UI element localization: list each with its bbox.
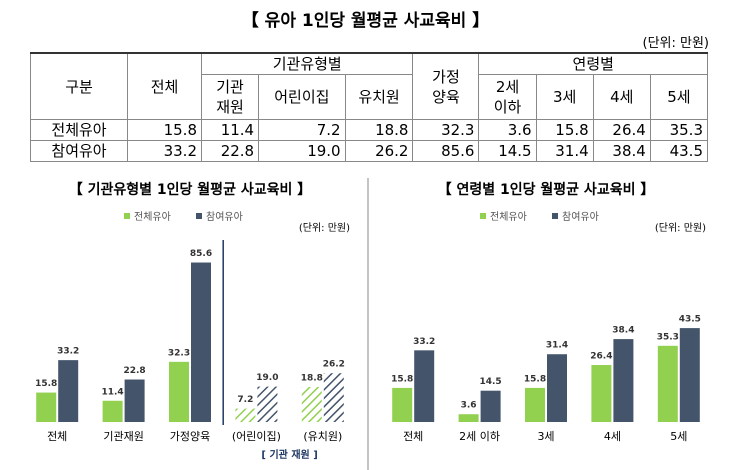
- value-label: 43.5: [679, 315, 701, 325]
- bar: [458, 414, 479, 422]
- table-row: 전체유아 15.8 11.4 7.2 18.8 32.3 3.6 15.8 26.4 35.3: [30, 119, 709, 141]
- table-value: 35.3: [649, 119, 709, 141]
- bar: [36, 392, 57, 422]
- value-label: 38.4: [612, 326, 634, 336]
- table-value: 33.2: [127, 140, 202, 162]
- value-label: 85.6: [190, 249, 212, 259]
- bar: [679, 328, 700, 422]
- bar: [124, 379, 145, 422]
- legend-label: 전체유아: [490, 211, 527, 223]
- header-cell: 가정 양육: [412, 52, 480, 120]
- value-label: 11.4: [101, 387, 123, 397]
- value-label: 14.5: [479, 377, 501, 387]
- value-label: 19.0: [256, 373, 278, 383]
- page-title: 【 유아 1인당 월평균 사교육비 】: [241, 11, 490, 31]
- x-tick-label: 2세 이하: [459, 429, 500, 443]
- unit-label: (단위: 만원): [655, 221, 706, 234]
- bar: [257, 386, 278, 422]
- table-value: 38.4: [592, 140, 651, 162]
- legend-swatch: [552, 213, 558, 219]
- bar: [102, 400, 123, 422]
- header-cell: 2세 이하: [478, 74, 537, 120]
- bar: [591, 365, 612, 422]
- value-label: 15.8: [391, 374, 413, 384]
- unit-label: (단위: 만원): [299, 221, 350, 234]
- value-label: 32.3: [168, 348, 190, 358]
- value-label: 33.2: [413, 337, 435, 347]
- header-cell: 기관 재원: [200, 74, 260, 120]
- bar: [323, 373, 344, 422]
- value-label: 31.4: [546, 341, 568, 351]
- bar: [613, 339, 634, 422]
- value-label: 35.3: [657, 332, 679, 342]
- table-value: 18.8: [344, 119, 414, 141]
- x-tick-label: 기관재원: [103, 430, 143, 443]
- bar: [525, 387, 545, 422]
- table-value: 43.5: [649, 140, 709, 162]
- bar: [169, 361, 189, 422]
- bar: [657, 345, 678, 422]
- table-value: 85.6: [412, 140, 480, 162]
- table-value: 22.8: [200, 140, 260, 162]
- row-header: 참여유아: [30, 140, 128, 162]
- legend-swatch: [480, 213, 486, 219]
- chart-title: 【 기관유형별 1인당 월평균 사교육비 】: [69, 181, 311, 198]
- x-tick-label: 3세: [537, 430, 554, 443]
- table-value: 19.0: [258, 140, 346, 162]
- table-value: 31.4: [535, 140, 594, 162]
- value-label: 3.6: [461, 401, 477, 411]
- legend-label: 참여유아: [562, 211, 599, 223]
- value-label: 33.2: [57, 347, 79, 357]
- legend-label: 참여유아: [206, 211, 243, 223]
- x-tick-label: (유치원): [303, 430, 342, 443]
- bar: [191, 262, 211, 422]
- x-tick-label: 5세: [670, 430, 687, 443]
- chart-title: 【 연령별 1인당 월평균 사교육비 】: [438, 181, 655, 198]
- value-label: 15.8: [35, 379, 57, 389]
- legend-label: 전체유아: [134, 211, 171, 223]
- table-value: 7.2: [258, 119, 346, 141]
- header-cell: 4세: [592, 74, 651, 120]
- x-tick-label: 4세: [604, 430, 621, 443]
- table-value: 32.3: [412, 119, 480, 141]
- value-label: 26.4: [590, 352, 612, 362]
- x-tick-label: 전체: [403, 430, 423, 443]
- table-row: 구분 전체 기관유형별 가정 양육 연령별: [30, 52, 708, 120]
- bar: [301, 386, 322, 422]
- bar: [547, 354, 567, 422]
- annotation: [ 기관 재원 ]: [261, 448, 317, 461]
- value-label: 7.2: [237, 395, 253, 405]
- row-header: 전체유아: [30, 119, 128, 141]
- unit-label: (단위: 만원): [642, 36, 710, 51]
- table-value: 14.5: [478, 140, 537, 162]
- bar: [58, 360, 79, 422]
- bar: [392, 387, 413, 422]
- table-row: 참여유아 33.2 22.8 19.0 26.2 85.6 14.5 31.4 38.4 43.5: [30, 140, 709, 162]
- x-tick-label: 전체: [47, 430, 67, 443]
- legend-swatch: [124, 213, 130, 219]
- bar: [414, 350, 435, 422]
- x-tick-label: 가정양육: [170, 430, 210, 443]
- bar: [480, 390, 501, 422]
- bar: [235, 408, 256, 422]
- x-tick-label: (어린이집): [232, 430, 281, 443]
- value-label: 26.2: [323, 360, 345, 370]
- value-label: 15.8: [524, 374, 546, 384]
- legend-swatch: [196, 213, 202, 219]
- value-label: 22.8: [123, 366, 145, 376]
- header-cell: 구분: [30, 52, 128, 120]
- data-table: 구분 전체 기관유형별 가정 양육 연령별 기관 재원 어린이집 유치원 2세 이하 3세 4세 5세…: [30, 52, 709, 162]
- value-label: 18.8: [301, 373, 323, 383]
